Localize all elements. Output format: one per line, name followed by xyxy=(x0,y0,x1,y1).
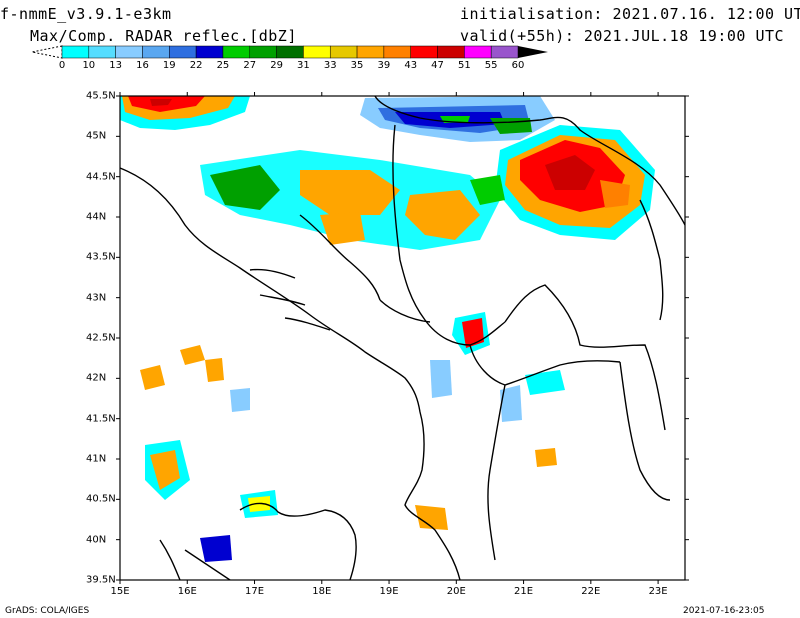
echo-cluster-nw xyxy=(120,96,250,130)
lat-label: 43.5N xyxy=(86,251,116,263)
coastlines-borders xyxy=(120,96,685,580)
colorbar xyxy=(31,45,548,59)
echo-cluster-central xyxy=(200,150,505,250)
colorbar-label: 25 xyxy=(216,60,230,71)
axis-ticks xyxy=(116,92,689,584)
colorbar-label: 35 xyxy=(350,60,364,71)
colorbar-label: 10 xyxy=(82,60,96,71)
colorbar-label: 47 xyxy=(431,60,444,71)
lon-label: 23E xyxy=(648,586,668,597)
lon-label: 18E xyxy=(312,586,332,597)
lat-label: 45.5N xyxy=(86,90,116,102)
echo-cluster-south xyxy=(140,312,565,562)
lon-label: 16E xyxy=(177,586,197,597)
colorbar-label: 27 xyxy=(243,60,257,71)
echo-cluster-north xyxy=(360,96,555,142)
colorbar-label: 19 xyxy=(162,60,176,71)
lat-label: 39.5N xyxy=(86,574,116,586)
colorbar-label: 0 xyxy=(58,60,66,71)
lat-label: 41N xyxy=(86,453,107,465)
colorbar-label: 22 xyxy=(189,60,203,71)
model-title: f-nmmE_v3.9.1-e3km xyxy=(0,5,172,23)
lon-label: 21E xyxy=(514,586,534,597)
colorbar-label: 51 xyxy=(457,60,471,71)
lat-label: 40N xyxy=(86,534,107,546)
lon-label: 15E xyxy=(110,586,130,597)
product-title: Max/Comp. RADAR reflec.[dbZ] xyxy=(30,27,297,45)
lon-label: 22E xyxy=(581,586,601,597)
valid-time: valid(+55h): 2021.JUL.18 19:00 UTC xyxy=(460,27,785,45)
colorbar-label: 16 xyxy=(136,60,149,71)
lon-label: 20E xyxy=(446,586,466,597)
radar-echoes xyxy=(120,96,655,562)
colorbar-label: 13 xyxy=(109,60,123,71)
lon-label: 17E xyxy=(244,586,265,597)
colorbar-label: 60 xyxy=(511,60,525,71)
colorbar-label: 39 xyxy=(377,60,391,71)
lat-label: 44.5N xyxy=(86,171,116,183)
lat-label: 45N xyxy=(86,130,107,142)
lat-label: 41.5N xyxy=(86,413,116,425)
lat-label: 42N xyxy=(86,372,107,384)
colorbar-label: 43 xyxy=(404,60,418,71)
initialisation-time: initialisation: 2021.07.16. 12:00 UTC xyxy=(460,5,800,23)
lat-label: 43N xyxy=(86,292,107,304)
render-timestamp: 2021-07-16-23:05 xyxy=(683,606,765,616)
grads-credit: GrADS: COLA/IGES xyxy=(5,606,90,616)
colorbar-label: 31 xyxy=(297,60,310,71)
echo-cluster-ne xyxy=(495,125,655,240)
colorbar-label: 29 xyxy=(270,60,283,71)
lat-label: 40.5N xyxy=(86,493,116,505)
lon-label: 19E xyxy=(379,586,399,597)
colorbar-over-arrow xyxy=(518,46,548,58)
lat-label: 44N xyxy=(86,211,107,223)
colorbar-under-arrow xyxy=(31,45,63,59)
lat-label: 42.5N xyxy=(86,332,116,344)
colorbar-label: 33 xyxy=(323,60,337,71)
colorbar-label: 55 xyxy=(484,60,498,71)
